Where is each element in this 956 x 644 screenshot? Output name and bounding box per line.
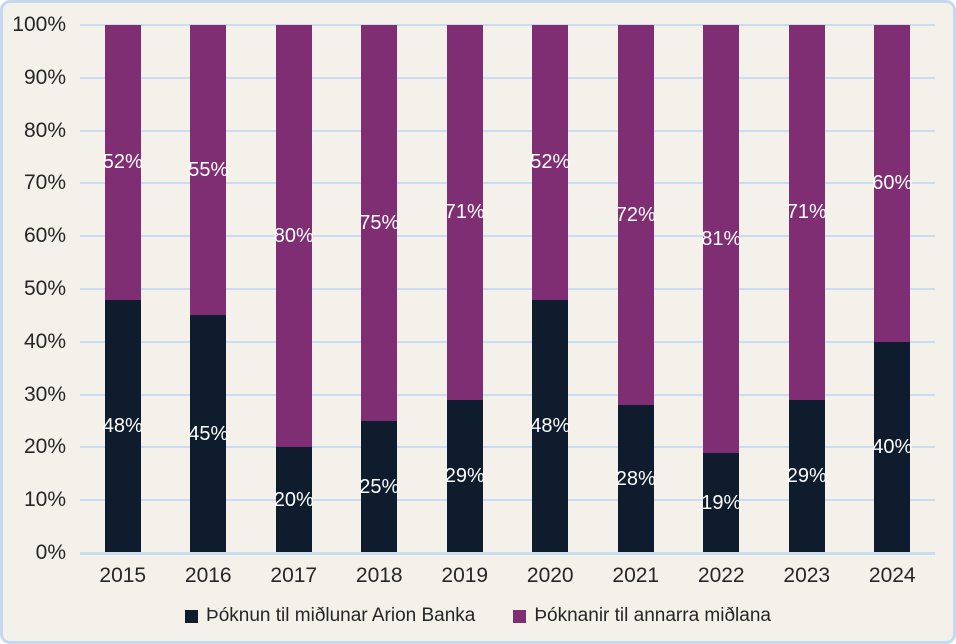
gridline: [80, 446, 935, 449]
data-label: 19%: [701, 491, 742, 514]
segment-arion-banka: 29%: [786, 399, 827, 553]
gridline: [80, 499, 935, 502]
gridline: [80, 235, 935, 238]
legend-label: Þóknanir til annarra miðlana: [534, 605, 771, 626]
y-tick-label: 80%: [23, 118, 66, 142]
data-label: 71%: [444, 201, 485, 224]
segment-other-brokers: 71%: [444, 25, 485, 400]
segment-arion-banka: 29%: [444, 399, 485, 553]
bar-2015: 52% 48%: [102, 25, 143, 553]
data-label: 55%: [188, 159, 229, 182]
legend-label: Þóknun til miðlunar Arion Banka: [206, 605, 476, 626]
data-label: 25%: [359, 476, 400, 498]
gridlines: [80, 24, 935, 553]
data-label: 29%: [786, 465, 827, 488]
x-tick-label: 2018: [355, 564, 403, 587]
y-tick-label: 0%: [35, 541, 66, 564]
data-label: 60%: [872, 172, 913, 195]
segment-arion-banka: 19%: [701, 452, 742, 553]
y-tick-label: 40%: [23, 329, 66, 353]
legend-marker-icon: [185, 609, 199, 623]
segment-other-brokers: 80%: [273, 25, 314, 448]
data-label: 45%: [188, 423, 229, 446]
y-tick-label: 90%: [23, 65, 66, 89]
gridline: [80, 129, 935, 132]
bars-container: 52% 48% 55% 45% 80% 20% 75% 25% 71% 29% 52% 48% 72% 2…: [80, 25, 935, 553]
gridline: [80, 340, 935, 343]
gridline: [80, 182, 935, 185]
gridline: [80, 24, 935, 26]
data-label: 52%: [102, 151, 143, 174]
bar-2019: 71% 29%: [444, 25, 485, 553]
x-tick-label: 2016: [184, 564, 232, 587]
x-axis-labels: 2015 2016 2017 2018 2019 2020 2021 2022 2023 2024: [80, 563, 935, 589]
bar-2020: 52% 48%: [530, 25, 571, 553]
bar-2021: 72% 28%: [615, 25, 656, 553]
data-label: 48%: [530, 415, 571, 438]
legend-marker-icon: [513, 609, 527, 623]
y-tick-label: 30%: [23, 382, 66, 406]
data-label: 71%: [786, 201, 827, 224]
segment-arion-banka: 25%: [359, 421, 400, 553]
segment-other-brokers: 52%: [530, 25, 571, 300]
data-label: 40%: [872, 436, 913, 459]
data-label: 52%: [530, 151, 571, 174]
data-label: 75%: [359, 212, 400, 234]
gridline: [80, 76, 935, 79]
y-tick-label: 70%: [23, 171, 66, 195]
y-tick-label: 20%: [23, 435, 66, 459]
x-axis-line: [80, 552, 935, 555]
plot-area: 52% 48% 55% 45% 80% 20% 75% 25% 71% 29% 52% 48% 72% 2…: [80, 24, 935, 553]
data-label: 48%: [102, 415, 143, 438]
segment-other-brokers: 60%: [872, 25, 913, 342]
y-tick-label: 50%: [23, 277, 66, 300]
data-label: 29%: [444, 465, 485, 488]
data-label: 80%: [273, 225, 314, 248]
y-tick-label: 100%: [12, 13, 66, 36]
x-tick-label: 2015: [99, 564, 147, 587]
legend: Þóknun til miðlunar Arion Banka Þóknanir …: [3, 603, 953, 629]
segment-other-brokers: 81%: [701, 25, 742, 453]
bar-2017: 80% 20%: [273, 25, 314, 553]
segment-other-brokers: 75%: [359, 25, 400, 421]
gridline: [80, 393, 935, 396]
legend-item: Þóknanir til annarra miðlana: [513, 604, 771, 628]
segment-arion-banka: 40%: [872, 341, 913, 553]
data-label: 28%: [615, 468, 656, 491]
x-tick-label: 2022: [697, 564, 745, 587]
bar-2016: 55% 45%: [188, 25, 229, 553]
data-label: 20%: [273, 489, 314, 512]
x-tick-label: 2024: [868, 564, 916, 587]
segment-arion-banka: 28%: [615, 405, 656, 553]
y-tick-label: 60%: [23, 224, 66, 248]
segment-other-brokers: 55%: [188, 25, 229, 316]
segment-arion-banka: 48%: [102, 299, 143, 553]
segment-arion-banka: 48%: [530, 299, 571, 553]
x-tick-label: 2017: [270, 564, 318, 587]
data-label: 72%: [615, 204, 656, 227]
data-label: 81%: [701, 227, 742, 250]
y-tick-label: 10%: [23, 488, 66, 512]
bar-2022: 81% 19%: [701, 25, 742, 553]
x-tick-label: 2021: [612, 564, 660, 587]
bar-2018: 75% 25%: [359, 25, 400, 553]
x-tick-label: 2019: [441, 564, 489, 587]
x-tick-label: 2023: [783, 564, 831, 587]
segment-other-brokers: 52%: [102, 25, 143, 300]
x-tick-label: 2020: [526, 564, 574, 587]
segment-other-brokers: 72%: [615, 25, 656, 406]
segment-arion-banka: 45%: [188, 315, 229, 553]
segment-arion-banka: 20%: [273, 447, 314, 553]
gridline: [80, 288, 935, 290]
bar-2024: 60% 40%: [872, 25, 913, 553]
legend-item: Þóknun til miðlunar Arion Banka: [185, 604, 475, 628]
segment-other-brokers: 71%: [786, 25, 827, 400]
bar-2023: 71% 29%: [786, 25, 827, 553]
